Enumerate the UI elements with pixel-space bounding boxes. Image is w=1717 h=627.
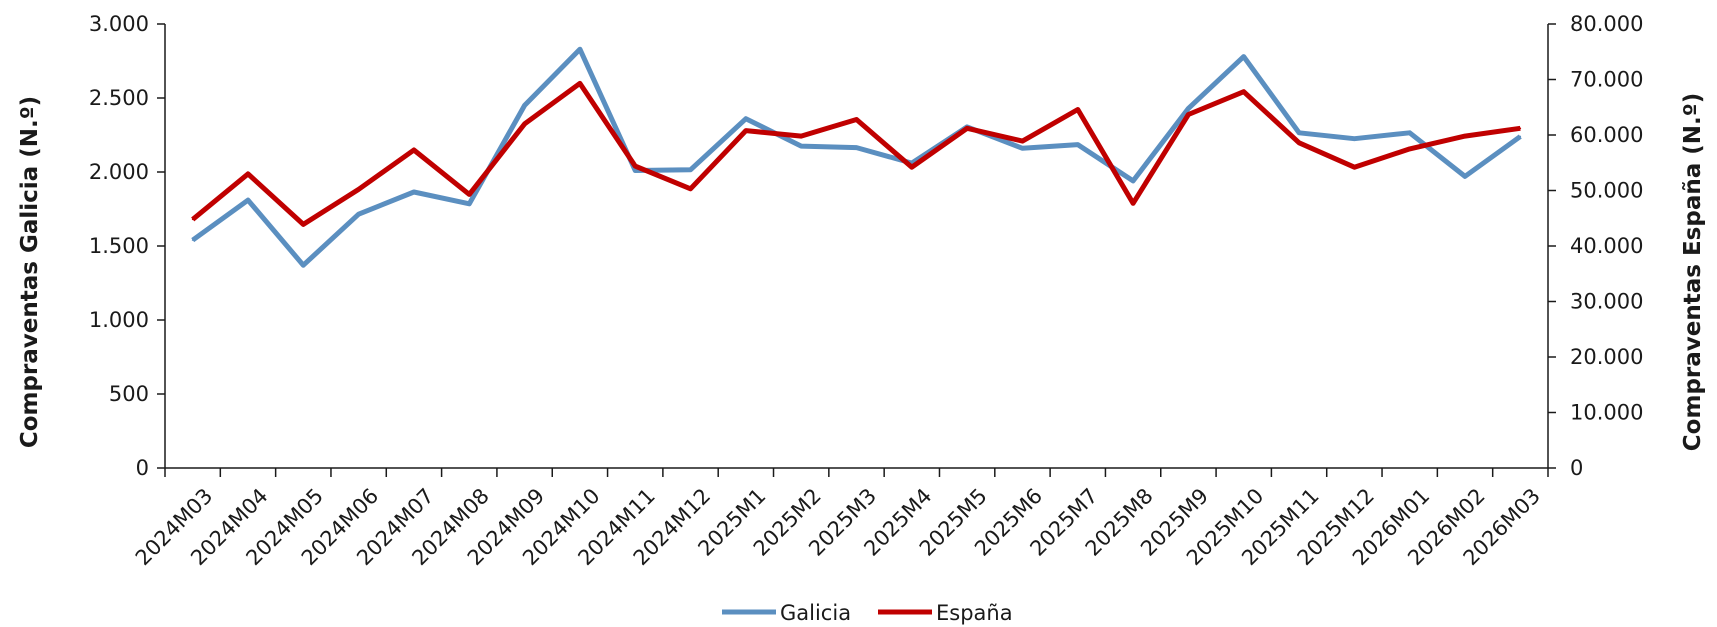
data-point: [689, 188, 692, 190]
data-point: [634, 169, 637, 172]
y-axis-right-tick-label: 80.000: [1570, 12, 1643, 36]
data-point: [634, 165, 637, 167]
data-point: [357, 188, 360, 191]
y-axis-left-label: Compraventas Galicia (N.º): [17, 96, 43, 448]
y-axis-right-tick-label: 10.000: [1570, 401, 1643, 425]
legend-label: España: [936, 601, 1013, 625]
y-axis-left-tick-label: 1.500: [89, 234, 149, 258]
data-point: [1242, 55, 1245, 58]
data-point: [1464, 135, 1466, 137]
data-point: [1242, 90, 1245, 93]
y-axis-right-tick-label: 0: [1570, 456, 1583, 480]
data-point: [302, 264, 305, 267]
data-point: [302, 223, 305, 226]
y-axis-left-tick-label: 500: [109, 382, 149, 406]
data-point: [413, 191, 415, 193]
data-point: [579, 82, 581, 85]
data-point: [191, 218, 194, 221]
data-point: [1353, 137, 1356, 140]
data-point: [468, 203, 471, 205]
data-point: [1021, 147, 1024, 150]
series-line-galicia: [191, 46, 1522, 268]
data-point: [745, 129, 747, 132]
data-point: [1408, 131, 1411, 134]
data-point: [523, 104, 526, 107]
data-point: [1408, 148, 1411, 150]
data-point: [1298, 131, 1300, 134]
data-point: [855, 146, 858, 149]
data-point: [911, 162, 913, 164]
data-point: [1187, 107, 1190, 110]
data-point: [800, 135, 802, 137]
y-axis-right-tick-label: 60.000: [1570, 123, 1643, 147]
data-point: [191, 239, 194, 241]
data-point: [966, 127, 968, 130]
data-point: [1187, 113, 1190, 116]
data-point: [1076, 143, 1079, 146]
data-point: [800, 145, 802, 147]
data-point: [1298, 141, 1300, 144]
y-axis-right-tick-label: 50.000: [1570, 179, 1643, 203]
data-point: [523, 123, 526, 125]
data-point: [1076, 108, 1079, 111]
series-lines: [191, 46, 1522, 268]
data-point: [413, 149, 415, 151]
data-point: [579, 48, 581, 50]
data-point: [1021, 140, 1024, 142]
data-point: [745, 117, 747, 120]
y-axis-left-tick-label: 3.000: [89, 12, 149, 36]
data-point: [468, 193, 471, 196]
y-axis-left-tick-label: 2.000: [89, 160, 149, 184]
data-point: [357, 213, 360, 215]
data-point: [689, 168, 692, 171]
data-point: [1519, 135, 1522, 138]
data-point: [247, 199, 249, 201]
y-axis-left-tick-label: 2.500: [89, 86, 149, 110]
y-axis-left-tick-label: 0: [136, 456, 149, 480]
data-point: [1132, 202, 1134, 205]
y-axis-right-tick-label: 30.000: [1570, 290, 1643, 314]
data-point: [1353, 166, 1356, 168]
data-point: [911, 166, 913, 168]
legend: Galicia España: [722, 601, 1013, 625]
y-axis-right-tick-label: 20.000: [1570, 345, 1643, 369]
data-point: [1464, 175, 1466, 178]
data-point: [1132, 180, 1134, 182]
data-point: [855, 118, 858, 121]
y-axis-right-label: Compraventas España (N.º): [1680, 93, 1706, 451]
data-point: [1519, 127, 1522, 130]
y-axis-left-tick-label: 1.000: [89, 308, 149, 332]
y-axis-right-tick-label: 70.000: [1570, 68, 1643, 92]
y-axis-right-tick-label: 40.000: [1570, 234, 1643, 258]
data-point: [247, 173, 249, 175]
axes: 0 500 1.000 1.500 2.000 2.500 3.000 0 10.000 20.0…: [89, 12, 1644, 570]
legend-label: Galicia: [780, 601, 851, 625]
